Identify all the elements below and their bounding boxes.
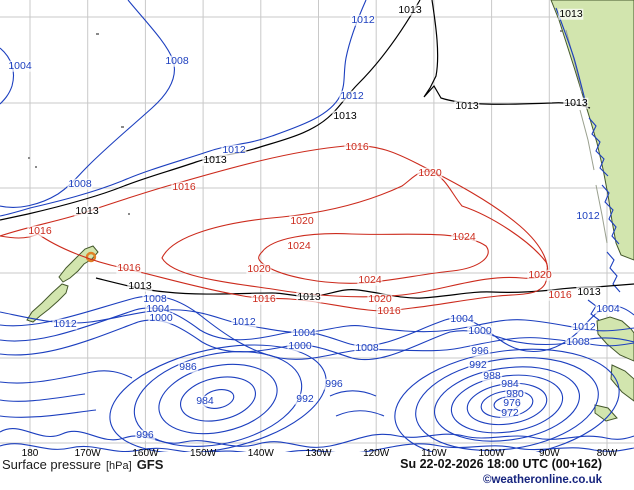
isobars-high (0, 145, 549, 312)
lon-tick: 170W (74, 448, 101, 459)
product-unit: [hPa] (106, 460, 132, 472)
copyright-link[interactable]: ©weatheronline.co.uk (482, 474, 602, 486)
small-islands (28, 30, 562, 215)
map-caption: Surface pressure [hPa] GFS (2, 457, 163, 472)
lon-tick: 130W (305, 448, 332, 459)
valid-time: Su 22-02-2026 18:00 UTC (00+162) (400, 457, 602, 471)
lon-tick: 160W (132, 448, 159, 459)
new-zealand-south-island (26, 283, 69, 323)
new-zealand-north-island (58, 245, 99, 283)
low-center-b-rings (394, 348, 620, 452)
location-marker (85, 251, 97, 263)
lon-tick: 90W (539, 448, 560, 459)
lon-tick: 140W (247, 448, 274, 459)
south-america-coast (550, 0, 634, 261)
low-center-a-rings (109, 344, 327, 452)
lon-tick: 110W (421, 448, 447, 459)
patagonia-island-3 (594, 404, 618, 422)
lon-tick: 80W (596, 448, 618, 459)
lon-axis: 180 170W 160W 150W 140W 130W 120W 110W 100W 90W 80… (0, 448, 634, 460)
isobars-low (0, 0, 634, 452)
lon-tick: 150W (190, 448, 217, 459)
graticule (0, 0, 634, 452)
lon-tick: 180 (21, 448, 39, 459)
patagonia-island-1 (596, 316, 634, 362)
model-name: GFS (136, 457, 164, 472)
lon-tick: 120W (363, 448, 390, 459)
patagonia-island-2 (610, 364, 634, 402)
map-canvas (0, 0, 634, 452)
product-name: Surface pressure (2, 457, 101, 472)
land-layer (26, 0, 634, 422)
lon-tick: 100W (478, 448, 505, 459)
